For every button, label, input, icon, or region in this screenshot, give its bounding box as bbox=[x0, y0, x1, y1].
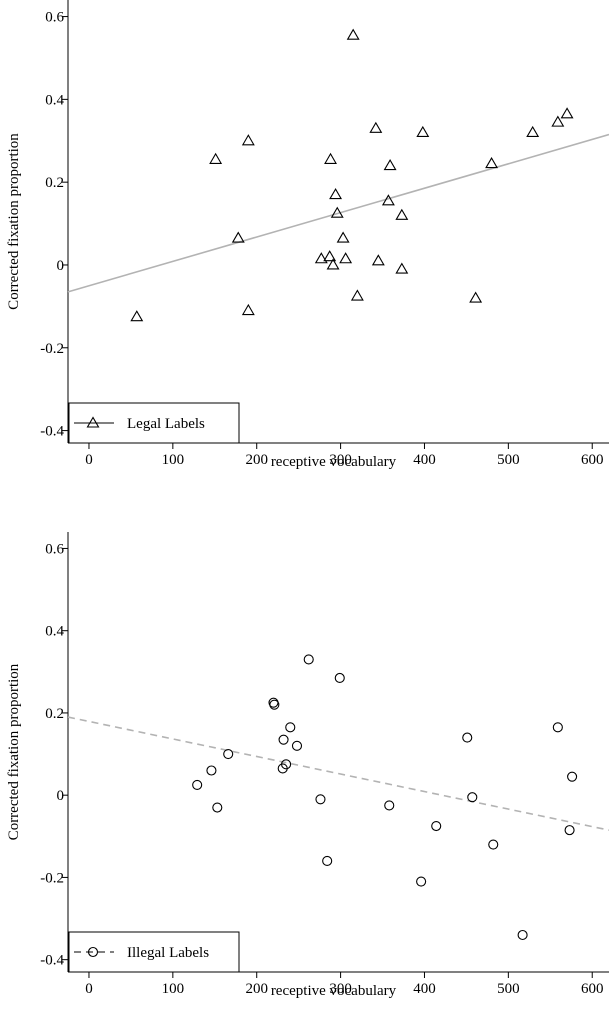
data-point bbox=[488, 839, 499, 850]
data-point bbox=[281, 759, 292, 770]
x-axis-title: receptive vocabulary bbox=[271, 454, 397, 470]
data-point bbox=[285, 722, 296, 733]
data-point bbox=[346, 28, 360, 40]
data-point bbox=[206, 765, 217, 776]
y-tick-label: 0 bbox=[57, 258, 65, 274]
x-tick-label: 500 bbox=[497, 981, 520, 997]
data-point bbox=[526, 125, 540, 138]
chart-panel-1: 0 100 200 300 400 500 600 0.6 0.4 0.2 0 -0.2 -0.4 rec… bbox=[6, 0, 609, 470]
x-tick-label: 600 bbox=[581, 981, 604, 997]
x-tick-label: 400 bbox=[413, 981, 436, 997]
data-point bbox=[326, 258, 340, 270]
y-tick-label: 0.2 bbox=[45, 706, 64, 722]
legend: Legal Labels bbox=[68, 402, 240, 444]
y-tick-label: 0.4 bbox=[45, 624, 64, 640]
fit-line bbox=[67, 133, 609, 293]
data-point bbox=[291, 740, 303, 751]
y-tick-label: 0.2 bbox=[45, 175, 64, 191]
data-point bbox=[485, 156, 499, 169]
y-axis-title: Corrected fixation proportion bbox=[6, 663, 22, 840]
y-tick-label: -0.2 bbox=[40, 870, 64, 886]
x-tick-label: 100 bbox=[162, 452, 185, 468]
data-point bbox=[371, 254, 385, 266]
data-point bbox=[395, 208, 409, 220]
x-tick-label: 200 bbox=[245, 981, 268, 997]
x-tick-label: 500 bbox=[497, 452, 520, 468]
data-point bbox=[269, 699, 280, 710]
y-tick-label: 0.6 bbox=[45, 10, 64, 26]
data-point bbox=[416, 125, 430, 138]
data-point bbox=[231, 231, 245, 243]
data-point bbox=[192, 779, 203, 790]
y-tick-label: -0.4 bbox=[40, 424, 64, 440]
data-point bbox=[209, 152, 223, 164]
x-tick-label: 0 bbox=[85, 981, 93, 997]
legend-marker-swatch bbox=[86, 416, 100, 428]
data-point bbox=[567, 771, 578, 782]
data-point bbox=[314, 252, 328, 264]
data-point bbox=[467, 792, 478, 803]
data-point bbox=[315, 794, 326, 805]
legend-label: Legal Labels bbox=[127, 416, 205, 432]
data-point bbox=[350, 289, 364, 301]
data-point bbox=[462, 732, 473, 743]
fit-line bbox=[67, 716, 609, 831]
data-point bbox=[278, 734, 289, 745]
data-point bbox=[416, 876, 427, 887]
data-point bbox=[324, 152, 337, 164]
data-point bbox=[381, 194, 395, 206]
x-tick-label: 100 bbox=[162, 981, 185, 997]
data-point bbox=[212, 802, 223, 813]
data-point bbox=[369, 121, 383, 133]
data-point bbox=[336, 231, 350, 243]
data-point bbox=[469, 291, 483, 303]
legend: Illegal Labels bbox=[68, 931, 240, 973]
data-point bbox=[564, 825, 575, 836]
data-point bbox=[431, 820, 442, 832]
data-point bbox=[130, 310, 144, 322]
x-axis-title: receptive vocabulary bbox=[271, 983, 397, 999]
data-point bbox=[560, 107, 574, 119]
data-point bbox=[329, 187, 343, 200]
x-tick-label: 400 bbox=[413, 452, 436, 468]
legend-label: Illegal Labels bbox=[127, 945, 209, 961]
data-point bbox=[551, 115, 565, 127]
x-tick-label: 300 bbox=[329, 452, 352, 468]
y-tick-label: 0.6 bbox=[45, 541, 64, 557]
x-tick-label: 200 bbox=[245, 452, 268, 468]
data-point bbox=[339, 252, 353, 264]
y-tick-label: 0 bbox=[57, 788, 65, 804]
data-point bbox=[383, 159, 397, 171]
data-point bbox=[330, 206, 344, 218]
data-point bbox=[223, 749, 234, 760]
data-point bbox=[384, 800, 395, 811]
data-point bbox=[517, 929, 528, 941]
x-tick-label: 300 bbox=[329, 981, 352, 997]
data-point bbox=[303, 654, 314, 665]
data-point bbox=[323, 250, 337, 262]
y-tick-label: 0.4 bbox=[45, 92, 64, 108]
data-point bbox=[334, 672, 345, 684]
data-point bbox=[395, 262, 409, 274]
data-point bbox=[241, 303, 255, 316]
data-point bbox=[322, 855, 333, 867]
x-tick-label: 600 bbox=[581, 452, 604, 468]
y-axis-title: Corrected fixation proportion bbox=[6, 133, 22, 310]
y-tick-label: -0.2 bbox=[40, 341, 64, 357]
chart-panel-2: 0 100 200 300 400 500 600 0.6 0.4 0.2 0 -0.2 -0.4 rec… bbox=[6, 532, 609, 999]
y-tick-label: -0.4 bbox=[40, 953, 64, 969]
data-point bbox=[241, 134, 255, 146]
legend-marker-swatch bbox=[87, 946, 99, 958]
data-point bbox=[552, 722, 563, 733]
x-tick-label: 0 bbox=[85, 452, 93, 468]
